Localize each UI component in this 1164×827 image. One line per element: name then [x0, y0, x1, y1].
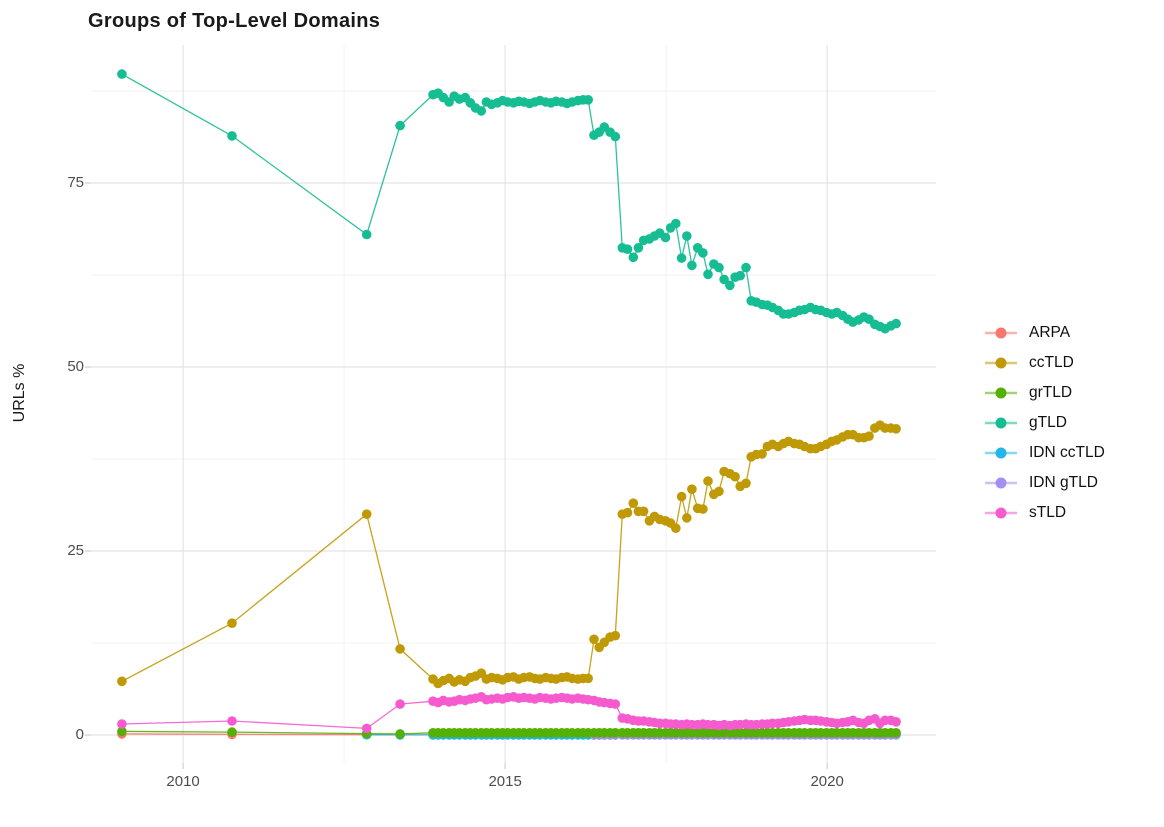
- x-tick-label-2010: 2010: [166, 773, 200, 790]
- legend-item-grtld: grTLD: [985, 378, 1105, 408]
- legend-key-icon: [985, 327, 1017, 339]
- legend-key-icon: [985, 357, 1017, 369]
- series-stld: [117, 692, 901, 734]
- series-grtld: [117, 726, 901, 739]
- legend-key-icon: [985, 447, 1017, 459]
- y-tick-label-50: 50: [67, 358, 84, 375]
- legend-key-icon: [985, 417, 1017, 429]
- y-tick-label-0: 0: [75, 726, 84, 744]
- legend-label: ARPA: [1029, 324, 1071, 341]
- grid-minor: [91, 45, 936, 763]
- legend-label: ccTLD: [1029, 354, 1074, 371]
- y-tick-label-75: 75: [67, 174, 84, 191]
- legend-key-icon: [985, 387, 1017, 399]
- legend-item-idn-gtld: IDN gTLD: [985, 468, 1105, 498]
- chart-title: Groups of Top-Level Domains: [88, 10, 381, 32]
- series-cctld: [117, 420, 901, 689]
- axis-tick-marks: [85, 182, 828, 769]
- legend-label: sTLD: [1029, 504, 1067, 521]
- y-axis-title: URLs %: [11, 363, 28, 423]
- series-gtld: [117, 69, 901, 334]
- y-tick-label-25: 25: [67, 542, 84, 560]
- legend-item-arpa: ARPA: [985, 318, 1105, 348]
- legend-item-idn-cctld: IDN ccTLD: [985, 438, 1105, 468]
- legend-item-stld: sTLD: [985, 498, 1105, 528]
- legend-key-icon: [985, 507, 1017, 519]
- x-tick-label-2020: 2020: [810, 773, 844, 790]
- legend-label: gTLD: [1029, 414, 1067, 431]
- legend-label: grTLD: [1029, 384, 1073, 401]
- legend-item-cctld: ccTLD: [985, 348, 1105, 378]
- legend-key-icon: [985, 477, 1017, 489]
- legend-item-gtld: gTLD: [985, 408, 1105, 438]
- legend-label: IDN gTLD: [1029, 474, 1098, 491]
- grid-major: [91, 45, 936, 763]
- legend: ARPA ccTLD grTLD gTLD IDN ccTLD IDN gTLD sTLD: [985, 318, 1105, 528]
- x-tick-label-2015: 2015: [488, 773, 522, 790]
- legend-label: IDN ccTLD: [1029, 444, 1105, 461]
